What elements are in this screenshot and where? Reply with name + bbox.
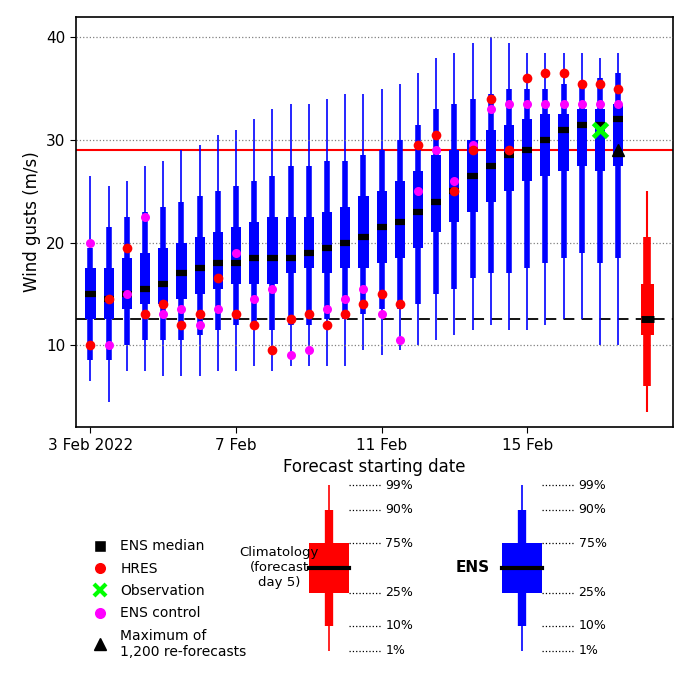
Bar [358,197,368,268]
Bar [641,283,653,335]
Bar [158,247,168,304]
Text: 75%: 75% [578,536,607,549]
Bar [121,258,132,309]
Bar [340,207,351,268]
Bar [522,119,532,181]
Bar [577,109,587,165]
Text: 90%: 90% [385,504,413,517]
Bar [308,543,348,593]
Text: 10%: 10% [385,619,413,632]
Text: 1%: 1% [578,644,598,657]
Legend: ENS median, HRES, Observation, ENS control, Maximum of
1,200 re-forecasts: ENS median, HRES, Observation, ENS contr… [83,536,249,662]
Bar [413,171,423,247]
Bar [540,115,551,176]
Bar [449,151,460,222]
Bar [322,212,332,273]
Bar [558,115,569,171]
Y-axis label: Wind gusts (m/s): Wind gusts (m/s) [23,152,41,292]
Text: 99%: 99% [385,479,413,492]
Text: 1%: 1% [385,644,405,657]
Text: 75%: 75% [385,536,413,549]
Text: ENS: ENS [455,560,489,576]
Bar [431,155,442,233]
Text: 90%: 90% [578,504,607,517]
Bar [177,243,186,299]
Bar [213,233,223,289]
Bar [595,109,605,171]
Text: 99%: 99% [578,479,607,492]
Bar [377,191,386,263]
Bar [304,217,314,268]
Text: 10%: 10% [578,619,607,632]
Bar [140,253,150,304]
Bar [395,181,405,258]
Bar [486,129,496,201]
Bar [231,227,241,283]
Bar [104,268,114,319]
Text: Climatology
(forecast
day 5): Climatology (forecast day 5) [239,546,319,589]
Text: 25%: 25% [578,586,607,599]
Bar [468,140,477,212]
Bar [86,268,95,319]
Bar [249,222,259,283]
X-axis label: Forecast starting date: Forecast starting date [283,458,466,476]
Bar [195,237,205,294]
Bar [286,217,296,273]
Bar [613,104,623,165]
Bar [504,125,514,191]
Bar [267,217,277,283]
Bar [502,543,542,593]
Text: 25%: 25% [385,586,413,599]
